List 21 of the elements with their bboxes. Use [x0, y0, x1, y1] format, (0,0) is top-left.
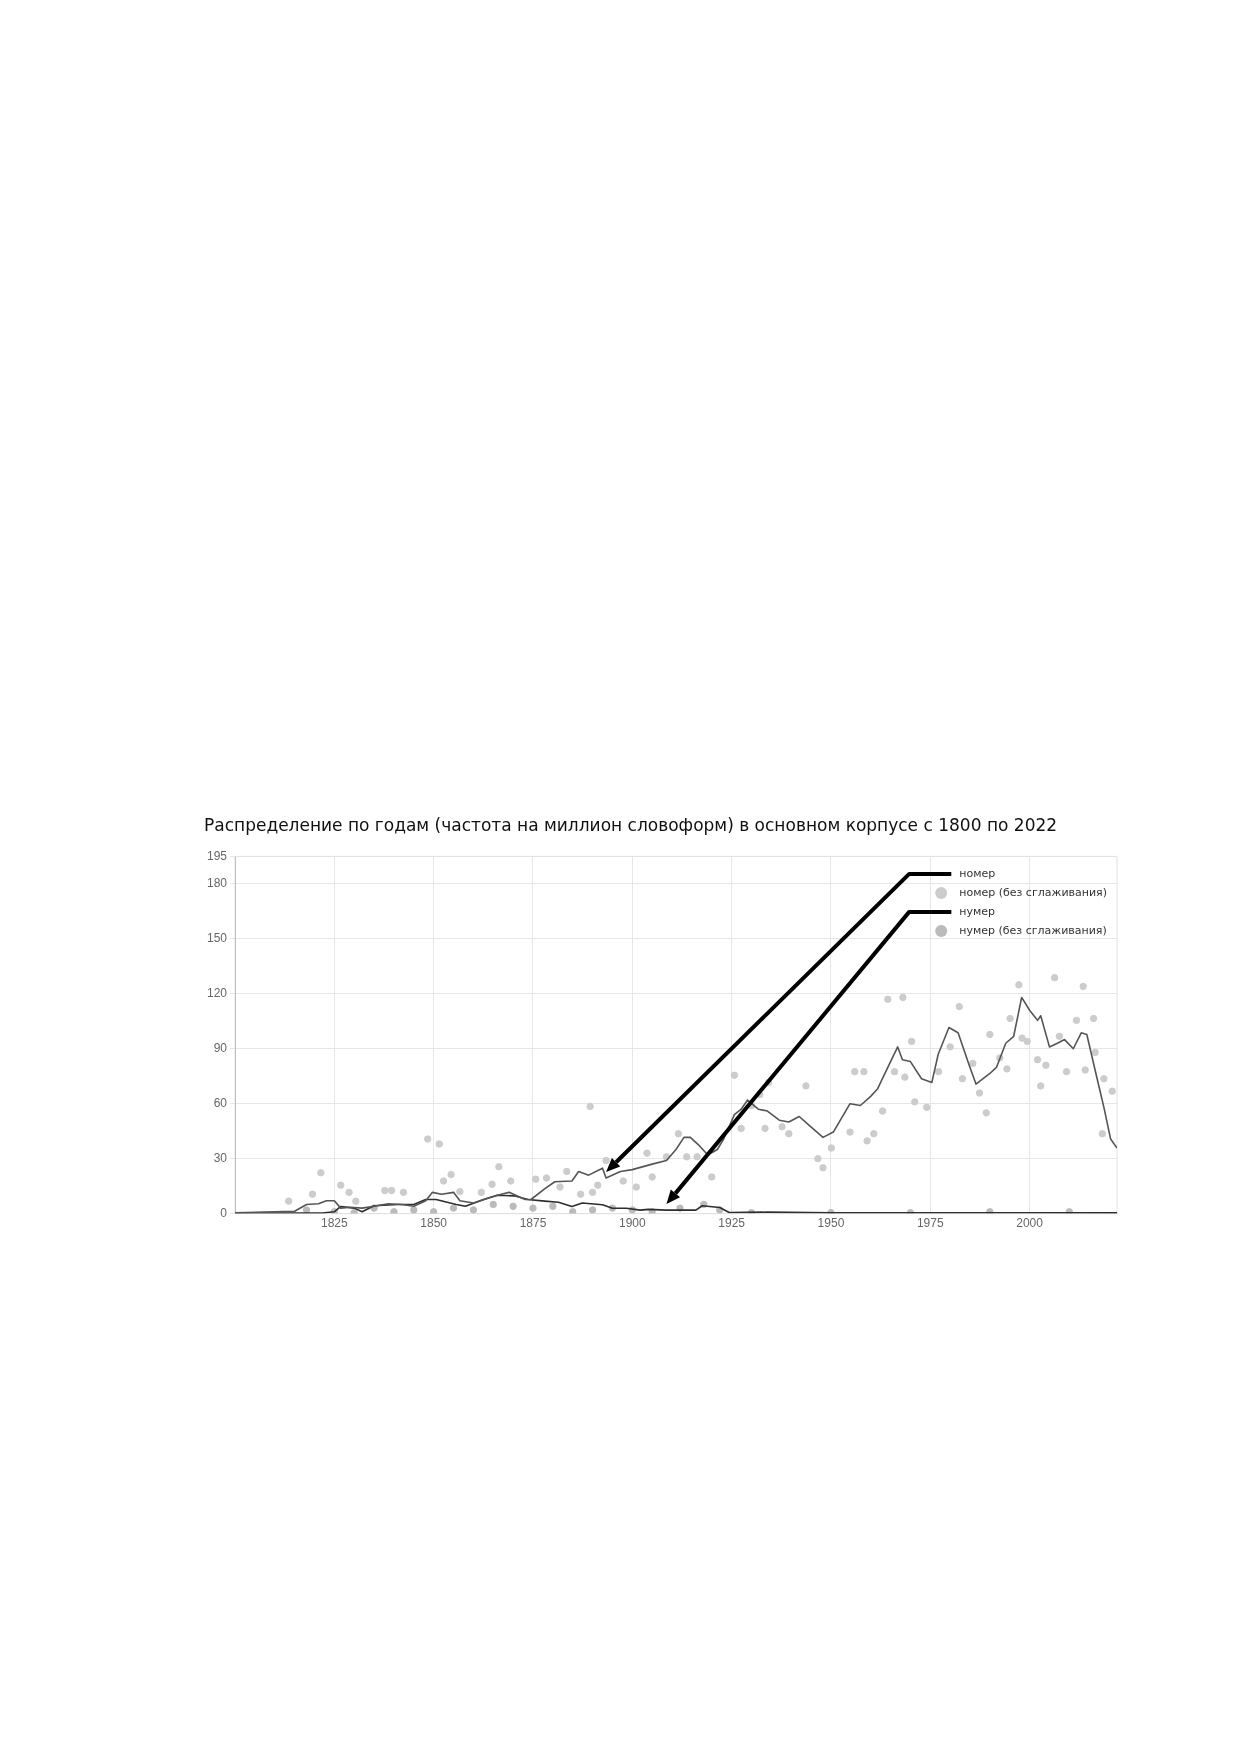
y-tick-label: 90 — [213, 1041, 228, 1056]
x-tick-label: 1850 — [420, 1216, 448, 1231]
x-tick-label: 1825 — [320, 1216, 349, 1231]
y-tick-label: 60 — [213, 1096, 228, 1110]
chart-title: Распределение по годам (частота на миллион словоформ) в основном корпусе с 1800 по 2022 — [204, 814, 1058, 835]
x-tick-label: 1900 — [618, 1216, 646, 1231]
x-tick-label: 1875 — [519, 1216, 547, 1231]
y-tick-label: 195 — [206, 848, 228, 863]
y-tick-label: 0 — [220, 1205, 228, 1220]
x-tick-label: 1975 — [916, 1216, 944, 1231]
y-tick-label: 120 — [206, 986, 228, 1001]
y-tick-label: 180 — [206, 876, 228, 891]
legend-label: нумер (без сглаживания) — [959, 923, 1107, 937]
y-tick-label: 30 — [213, 1150, 228, 1165]
x-tick-label: 1950 — [817, 1216, 845, 1231]
y-tick-label: 150 — [206, 931, 228, 946]
legend-label: номер — [959, 866, 996, 880]
legend-label: нумер — [959, 904, 995, 918]
x-tick-label: 2000 — [1016, 1216, 1044, 1231]
x-tick-label: 1925 — [718, 1216, 746, 1231]
legend-label: номер (без сглаживания) — [959, 885, 1108, 899]
